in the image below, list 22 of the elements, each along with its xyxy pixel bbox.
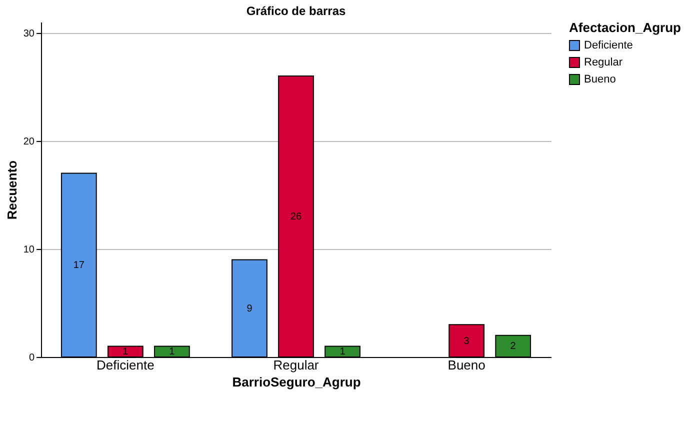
y-axis-title: Recuento (4, 160, 20, 220)
data-label: 3 (464, 336, 470, 347)
data-label: 1 (169, 346, 176, 358)
y-tick-label: 0 (28, 352, 35, 364)
x-tick-label: Deficiente (96, 358, 154, 372)
y-tick-label: 20 (23, 136, 35, 148)
data-label: 26 (290, 212, 302, 223)
data-label: 2 (510, 341, 516, 352)
legend-label: Bueno (584, 74, 616, 86)
data-label: 17 (73, 260, 85, 272)
chart-title: Gráfico de barras (246, 4, 346, 18)
x-tick-label: Bueno (448, 358, 486, 372)
legend-label: Deficiente (584, 40, 633, 52)
y-tick-label: 10 (23, 244, 35, 256)
legend-label: Regular (584, 56, 623, 68)
y-tick-label: 30 (23, 28, 35, 40)
data-label: 1 (340, 346, 346, 358)
data-label: 1 (122, 346, 129, 358)
x-axis-title: BarrioSeguro_Agrup (232, 374, 361, 390)
x-tick-label: Regular (273, 358, 320, 372)
legend-title: Afectacion_Agrup (569, 20, 682, 35)
data-label: 9 (246, 303, 253, 314)
